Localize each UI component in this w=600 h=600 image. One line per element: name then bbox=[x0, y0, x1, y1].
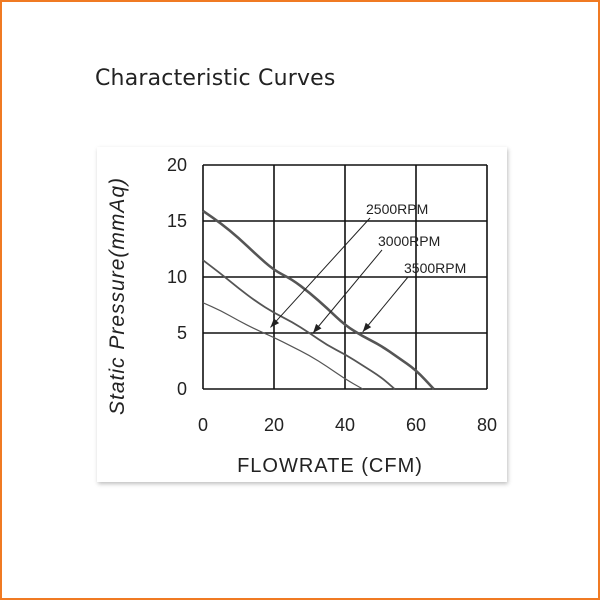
curve-3500rpm bbox=[202, 209, 435, 390]
annotation-arrowhead-2500rpm bbox=[270, 318, 280, 328]
annotation-arrow-3000rpm bbox=[312, 249, 383, 334]
x-tick-label-20: 20 bbox=[264, 415, 284, 435]
chart-panel bbox=[97, 147, 507, 482]
x-axis-label: FLOWRATE (CFM) bbox=[237, 455, 423, 477]
annotation-arrow-2500rpm bbox=[270, 217, 371, 328]
y-tick-label-5: 5 bbox=[177, 323, 187, 343]
curves bbox=[202, 209, 435, 390]
x-tick-label-80: 80 bbox=[477, 415, 497, 435]
y-tick-label-0: 0 bbox=[177, 379, 187, 399]
annotation-arrow-3500rpm bbox=[362, 276, 409, 333]
curve-3000rpm bbox=[202, 259, 396, 390]
y-axis-label: Static Pressure(mmAq) bbox=[106, 177, 129, 415]
y-tick-label-20: 20 bbox=[167, 155, 187, 175]
annotation-arrows: 2500RPM 3000RPM 3500RPM bbox=[270, 201, 466, 334]
annotation-label-2500rpm: 2500RPM bbox=[366, 201, 428, 217]
annotation-arrowhead-3500rpm bbox=[362, 322, 372, 332]
x-tick-label-0: 0 bbox=[198, 415, 208, 435]
page-title: Characteristic Curves bbox=[95, 66, 336, 91]
y-tick-label-10: 10 bbox=[167, 267, 187, 287]
annotation-label-3000rpm: 3000RPM bbox=[378, 233, 440, 249]
annotation-label-3500rpm: 3500RPM bbox=[404, 260, 466, 276]
curve-2500rpm bbox=[202, 302, 364, 390]
x-tick-label-40: 40 bbox=[335, 415, 355, 435]
y-tick-label-15: 15 bbox=[167, 211, 187, 231]
grid bbox=[202, 164, 488, 390]
x-tick-label-60: 60 bbox=[406, 415, 426, 435]
annotation-arrowhead-3000rpm bbox=[313, 323, 322, 333]
tick-labels: 0 20 40 60 80 0 5 10 15 20 bbox=[167, 155, 497, 435]
